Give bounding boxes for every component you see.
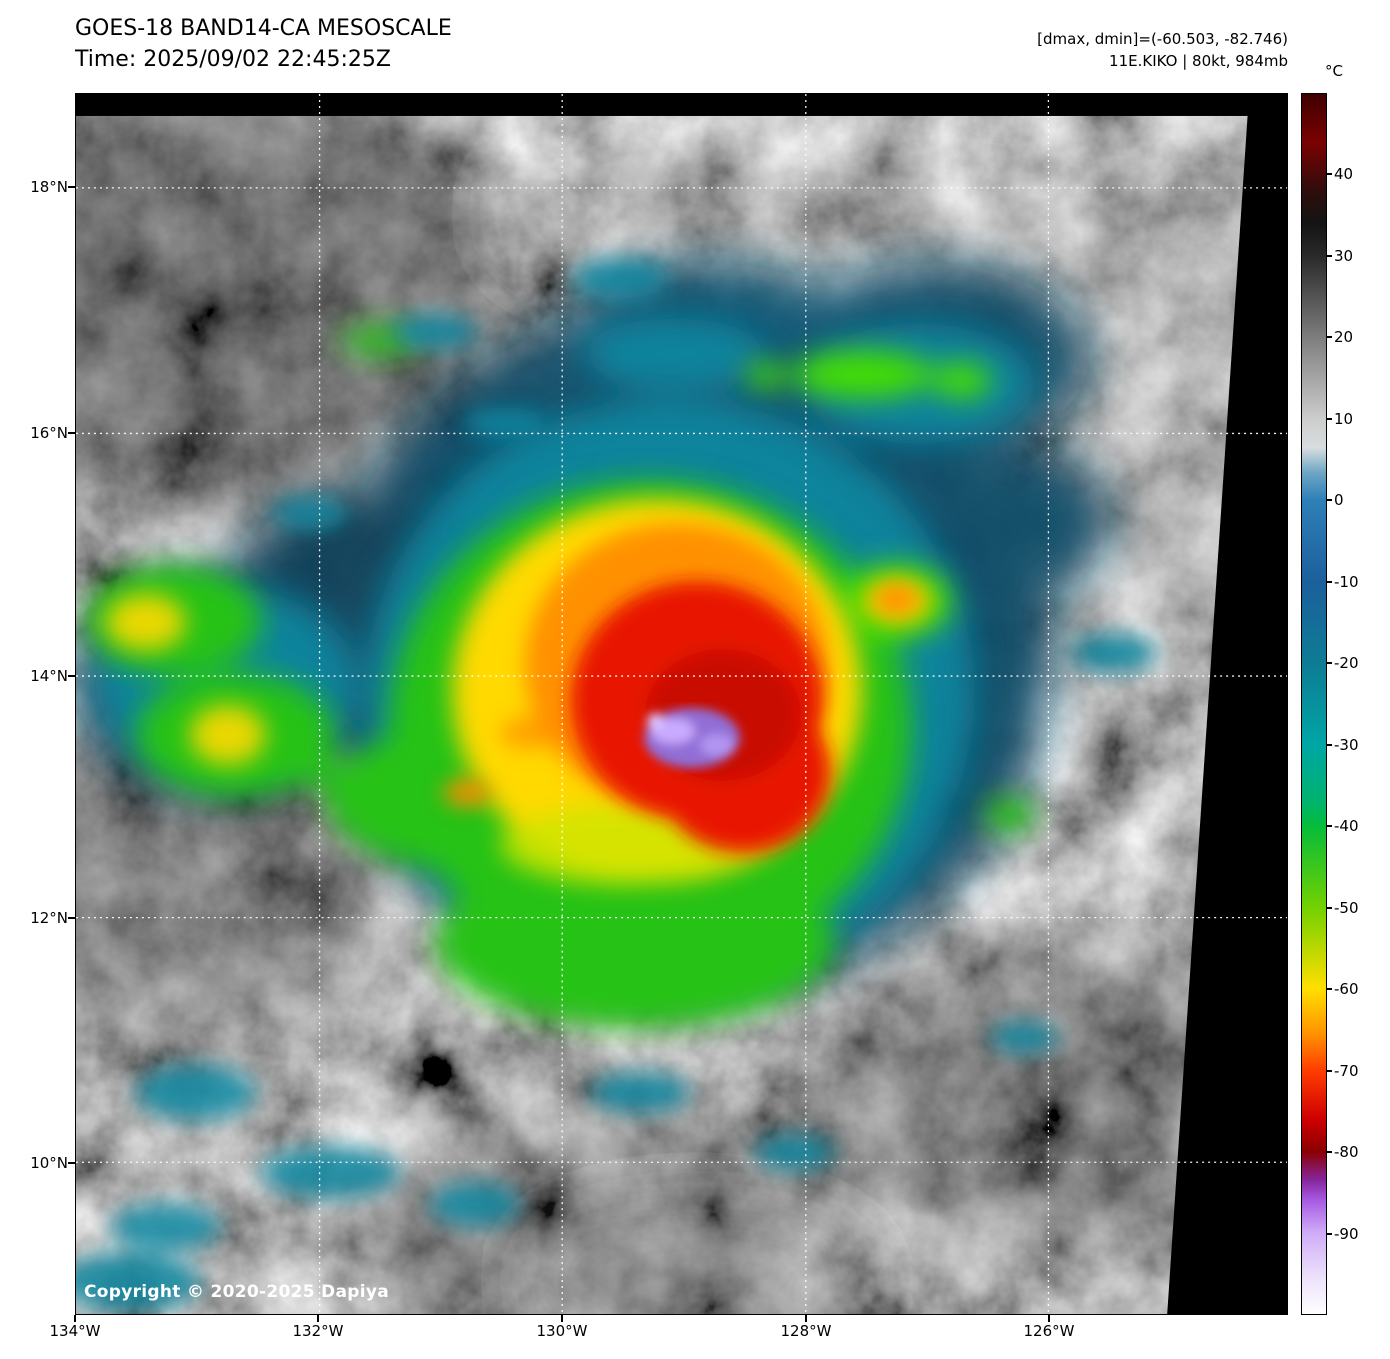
lon-label-134w: 134°W: [49, 1322, 101, 1340]
lat-label-16n: 16°N: [30, 424, 68, 442]
colorbar-tick: [1327, 1233, 1332, 1235]
colorbar-unit-label: °C: [1325, 62, 1343, 80]
lat-label-14n: 14°N: [30, 667, 68, 685]
lon-tick: [1048, 1315, 1050, 1322]
copyright-watermark: Copyright © 2020-2025 Dapiya: [84, 1282, 389, 1302]
colorbar: [1301, 93, 1327, 1315]
colorbar-tick: [1327, 581, 1332, 583]
lat-tick: [68, 675, 75, 677]
satellite-map: Copyright © 2020-2025 Dapiya: [75, 93, 1288, 1315]
colorbar-tick: [1327, 662, 1332, 664]
lat-tick: [68, 432, 75, 434]
page-title: GOES-18 BAND14-CA MESOSCALE: [75, 16, 452, 41]
colorbar-tick: [1327, 988, 1332, 990]
lat-label-18n: 18°N: [30, 178, 68, 196]
satellite-image: [76, 94, 1287, 1314]
colorbar-tick-label: 30: [1334, 247, 1354, 265]
colorbar-tick-label: 20: [1334, 328, 1354, 346]
colorbar-tick-label: -70: [1334, 1062, 1359, 1080]
lat-tick: [68, 186, 75, 188]
colorbar-tick-label: -10: [1334, 573, 1359, 591]
lon-tick: [805, 1315, 807, 1322]
sector-edge-top: [76, 94, 1287, 116]
lat-label-10n: 10°N: [30, 1154, 68, 1172]
colorbar-tick-label: 40: [1334, 165, 1354, 183]
colorbar-tick-label: -60: [1334, 980, 1359, 998]
lon-tick: [317, 1315, 319, 1322]
colorbar-tick-label: -90: [1334, 1225, 1359, 1243]
colorbar-tick: [1327, 825, 1332, 827]
colorbar-tick: [1327, 418, 1332, 420]
lat-tick: [68, 917, 75, 919]
sector-edge-right: [1167, 94, 1287, 1314]
colorbar-tick-label: 0: [1334, 491, 1344, 509]
lat-tick: [68, 1162, 75, 1164]
colorbar-tick: [1327, 336, 1332, 338]
colorbar-tick: [1327, 499, 1332, 501]
graticule: [76, 94, 1287, 1314]
lon-label-128w: 128°W: [780, 1322, 832, 1340]
colorbar-tick-label: -30: [1334, 736, 1359, 754]
colorbar-tick: [1327, 1151, 1332, 1153]
lon-tick: [561, 1315, 563, 1322]
lon-label-130w: 130°W: [536, 1322, 588, 1340]
colorbar-tick: [1327, 173, 1332, 175]
storm-info: 11E.KIKO | 80kt, 984mb: [1109, 52, 1288, 70]
colorbar-tick-label: 10: [1334, 410, 1354, 428]
lon-tick: [74, 1315, 76, 1322]
colorbar-tick-label: -20: [1334, 654, 1359, 672]
colorbar-tick: [1327, 744, 1332, 746]
colorbar-tick-label: -80: [1334, 1143, 1359, 1161]
colorbar-tick-label: -50: [1334, 899, 1359, 917]
lon-label-132w: 132°W: [292, 1322, 344, 1340]
colorbar-tick-label: -40: [1334, 817, 1359, 835]
lon-label-126w: 126°W: [1023, 1322, 1075, 1340]
lat-label-12n: 12°N: [30, 909, 68, 927]
colorbar-tick: [1327, 1070, 1332, 1072]
timestamp: Time: 2025/09/02 22:45:25Z: [75, 47, 391, 72]
colorbar-tick: [1327, 907, 1332, 909]
dmax-dmin-readout: [dmax, dmin]=(-60.503, -82.746): [1037, 30, 1288, 48]
colorbar-tick: [1327, 255, 1332, 257]
